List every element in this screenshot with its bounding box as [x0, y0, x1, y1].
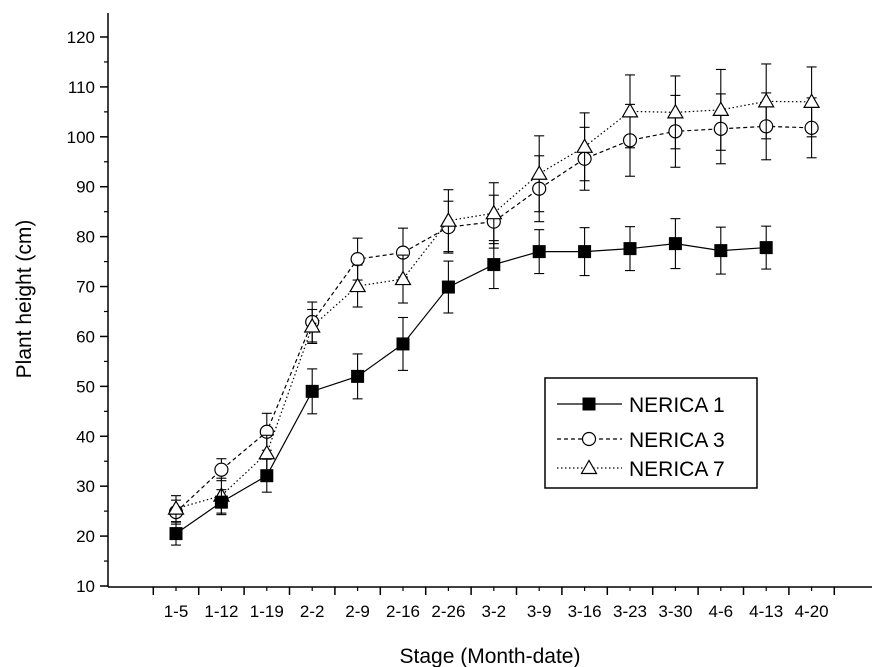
data-point-nerica-1 — [169, 527, 183, 541]
data-point-nerica-7 — [530, 165, 548, 180]
data-point-nerica-7 — [439, 211, 457, 227]
x-tick-label: 3-9 — [527, 602, 552, 621]
data-point-nerica-7 — [712, 101, 730, 116]
data-point-nerica-7 — [303, 317, 321, 333]
y-axis-title: Plant height (cm) — [13, 220, 36, 379]
y-tick-label: 70 — [76, 278, 95, 297]
x-tick-label: 2-26 — [431, 602, 465, 621]
legend-marker — [582, 397, 596, 411]
y-tick-label: 20 — [76, 527, 95, 546]
data-point-nerica-3 — [214, 462, 229, 477]
data-point-nerica-7 — [621, 102, 639, 118]
data-point-nerica-1 — [260, 469, 274, 483]
series-layer — [167, 63, 821, 546]
legend-label: NERICA 3 — [629, 429, 725, 452]
legend-marker — [581, 431, 597, 447]
y-tick-label: 60 — [76, 327, 95, 346]
legend-label: NERICA 7 — [629, 458, 725, 481]
legend: NERICA 1 NERICA 3 NERICA 7 — [544, 377, 758, 489]
x-tick-label: 3-16 — [568, 602, 602, 621]
data-point-nerica-7 — [803, 93, 821, 108]
y-tick-label: 90 — [76, 178, 95, 197]
data-point-nerica-3 — [350, 251, 365, 267]
y-tick-label: 50 — [76, 377, 95, 396]
x-tick-label: 4-6 — [709, 602, 734, 621]
x-tick-labels: 1-5 1-12 1-19 2-2 2-9 2-16 2-26 3-2 3-9 3-16 3-23 3… — [164, 602, 829, 621]
data-point-nerica-1 — [396, 337, 410, 351]
legend-box — [544, 377, 758, 489]
x-tick-label: 3-2 — [482, 602, 507, 621]
data-point-nerica-7 — [167, 499, 185, 515]
x-tick-label: 1-5 — [164, 602, 189, 621]
series-line-nerica-1 — [175, 243, 767, 535]
data-point-nerica-1 — [214, 495, 228, 509]
data-point-nerica-1 — [714, 244, 728, 258]
x-tick-label: 3-23 — [613, 602, 647, 621]
data-point-nerica-7 — [757, 92, 775, 108]
data-point-nerica-1 — [441, 280, 455, 294]
axes — [107, 13, 872, 588]
data-point-nerica-1 — [623, 242, 637, 256]
data-point-nerica-1 — [351, 369, 365, 383]
x-tick-label: 2-2 — [300, 602, 325, 621]
x-tick-label: 1-12 — [204, 602, 238, 621]
y-tick-label: 110 — [68, 78, 95, 97]
series-line-nerica-7 — [175, 100, 812, 510]
data-point-nerica-7 — [576, 138, 594, 153]
data-point-nerica-7 — [349, 277, 367, 293]
x-axis-title: Stage (Month-date) — [400, 645, 581, 667]
x-tick-label: 1-19 — [250, 602, 284, 621]
data-point-nerica-1 — [578, 245, 592, 259]
data-point-nerica-1 — [668, 237, 682, 251]
x-tick-label: 3-30 — [658, 602, 692, 621]
x-tick-label: 2-9 — [345, 602, 370, 621]
y-tick-label: 120 — [67, 28, 95, 47]
data-point-nerica-1 — [487, 258, 501, 272]
legend-marker — [580, 459, 598, 475]
data-point-nerica-1 — [532, 245, 546, 259]
data-point-nerica-1 — [305, 384, 319, 398]
y-tick-label: 10 — [76, 577, 95, 596]
data-point-nerica-7 — [485, 204, 503, 220]
data-point-nerica-7 — [394, 270, 412, 286]
y-tick-label: 80 — [76, 228, 95, 247]
y-tick-label: 100 — [67, 128, 95, 147]
data-point-nerica-1 — [759, 241, 773, 255]
data-point-nerica-7 — [666, 103, 684, 119]
legend-items: NERICA 1 NERICA 3 NERICA 7 — [557, 394, 725, 481]
ticks: 10 20 30 40 50 60 70 80 90 100 110 120 — [67, 28, 836, 596]
x-tick-label: 4-20 — [795, 602, 829, 621]
x-tick-label: 2-16 — [386, 602, 420, 621]
data-point-nerica-7 — [258, 444, 276, 460]
legend-label: NERICA 1 — [629, 394, 725, 417]
y-tick-label: 30 — [76, 477, 95, 496]
y-tick-label: 40 — [76, 427, 95, 446]
x-tick-label: 4-13 — [749, 602, 783, 621]
series-nerica-1 — [169, 218, 773, 546]
